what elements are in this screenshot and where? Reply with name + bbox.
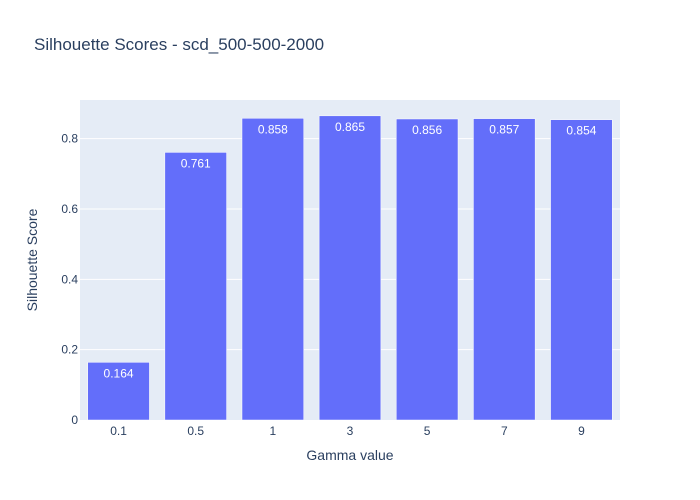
bar-value-label: 0.857 — [489, 123, 519, 137]
bar — [87, 362, 150, 421]
x-tick-label: 0.1 — [110, 424, 127, 438]
x-tick-label: 9 — [578, 424, 585, 438]
x-tick-label: 0.5 — [187, 424, 204, 438]
bars — [87, 115, 613, 421]
bar — [396, 118, 459, 421]
y-tick-label: 0 — [71, 413, 78, 427]
x-tick-label: 1 — [270, 424, 277, 438]
y-axis-ticks: 0 0.2 0.4 0.6 0.8 — [61, 132, 78, 427]
x-axis-label: Gamma value — [306, 447, 393, 463]
bar-value-label: 0.761 — [181, 156, 211, 170]
y-axis-label: Silhouette Score — [24, 208, 40, 311]
bar-value-labels: 0.164 0.761 0.858 0.865 0.856 0.857 0.854 — [104, 120, 597, 381]
bar-value-label: 0.856 — [412, 123, 442, 137]
bar-value-label: 0.164 — [104, 366, 134, 380]
bar — [164, 152, 227, 421]
x-tick-label: 7 — [501, 424, 508, 438]
bar-value-label: 0.854 — [566, 124, 596, 138]
bar-value-label: 0.858 — [258, 122, 288, 136]
x-tick-label: 3 — [347, 424, 354, 438]
y-tick-label: 0.8 — [61, 132, 78, 146]
y-tick-label: 0.4 — [61, 272, 78, 286]
y-tick-label: 0.2 — [61, 343, 78, 357]
y-tick-label: 0.6 — [61, 202, 78, 216]
bar — [318, 115, 382, 421]
x-tick-label: 5 — [424, 424, 431, 438]
bar — [473, 118, 536, 421]
x-axis-ticks: 0.1 0.5 1 3 5 7 9 — [110, 424, 585, 438]
bar-value-label: 0.865 — [335, 120, 365, 134]
bar — [241, 118, 304, 421]
chart-title: Silhouette Scores - scd_500-500-2000 — [34, 35, 324, 54]
bar — [550, 119, 613, 421]
